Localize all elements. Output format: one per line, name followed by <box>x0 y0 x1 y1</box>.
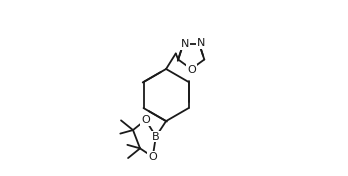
Text: O: O <box>148 152 157 162</box>
Text: N: N <box>181 39 189 49</box>
Text: N: N <box>197 38 205 48</box>
Text: O: O <box>141 115 150 125</box>
Text: B: B <box>152 132 160 142</box>
Text: O: O <box>187 65 196 75</box>
